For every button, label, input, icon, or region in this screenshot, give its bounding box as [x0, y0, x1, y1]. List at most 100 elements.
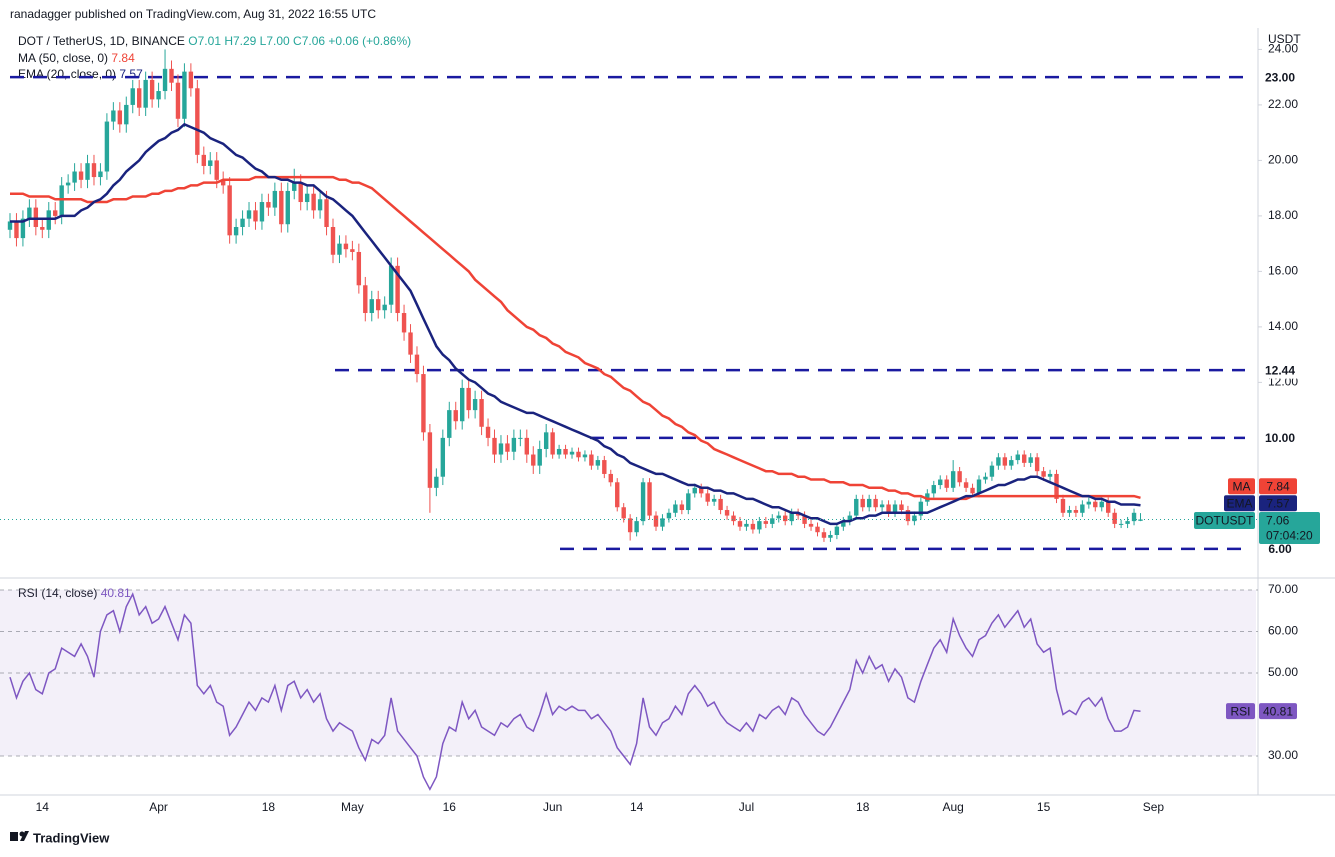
candle-body [350, 249, 355, 252]
candle-body [324, 199, 329, 228]
candle-body [744, 523, 749, 527]
ema-tag: EMA [1226, 496, 1252, 510]
candle-body [246, 210, 252, 219]
x-tick-label: Sep [1143, 800, 1165, 814]
candle-body [401, 313, 407, 333]
rsi-name: RSI (14, close) [18, 586, 97, 600]
ema-legend: EMA (20, close, 0) 7.57 [18, 67, 143, 81]
candle-body [718, 498, 723, 511]
candle-body [259, 202, 265, 222]
candle-body [660, 518, 665, 527]
x-tick-label: Jul [739, 800, 754, 814]
candle-body [582, 454, 588, 458]
brand-logo: TradingView [10, 830, 110, 845]
x-tick-label: Jun [543, 800, 562, 814]
candle-body [569, 451, 575, 455]
candle-body [1060, 498, 1066, 513]
candle-body [783, 515, 788, 522]
ema-name: EMA (20, close, 0) [18, 67, 116, 81]
candle-body [343, 243, 349, 250]
x-tick-label: 14 [630, 800, 644, 814]
ohlc: O7.01 H7.29 L7.00 C7.06 [188, 34, 325, 48]
candle-body [886, 504, 891, 513]
candle-body [699, 487, 704, 494]
candle-body [563, 448, 568, 455]
candle-body [337, 243, 342, 255]
candle-body [472, 399, 478, 411]
candle-body [421, 374, 426, 433]
axis-unit: USDT [1268, 32, 1301, 46]
candle-body [724, 510, 730, 516]
candle-body [918, 501, 924, 516]
candle-body [395, 265, 400, 314]
rsi-tag-box [1226, 703, 1255, 720]
candle-body [950, 471, 956, 488]
candle-body [873, 498, 878, 508]
candle-body [208, 160, 213, 166]
candle-body [175, 82, 181, 119]
y-tick-label: 50.00 [1268, 665, 1298, 679]
candle-body [214, 160, 219, 180]
candle-body [770, 518, 775, 524]
candle-body [1131, 512, 1137, 522]
candle-body [130, 88, 135, 105]
candle-body [556, 448, 562, 455]
candle-body [821, 532, 827, 538]
ma-tag: MA [1233, 479, 1251, 493]
candle-body [388, 265, 394, 305]
candle-body [1112, 512, 1117, 524]
candle-body [33, 207, 39, 228]
candle-body [124, 104, 129, 125]
candle-body [866, 498, 872, 508]
y-tick-label: 30.00 [1268, 748, 1298, 762]
candle-body [621, 507, 626, 519]
candle-body [757, 521, 762, 530]
ema-axis-value-box [1259, 495, 1297, 512]
candle-body [815, 526, 820, 533]
candle-body [925, 493, 930, 502]
price-value: 7.06 [1266, 514, 1290, 528]
brand: TradingView [33, 830, 110, 845]
candle-body [841, 521, 846, 527]
candle-body [653, 515, 659, 527]
candle-body [408, 332, 413, 355]
candle-body [1067, 510, 1072, 513]
candle-body [272, 190, 278, 208]
level-label-box [1260, 68, 1300, 86]
x-tick-label: 18 [856, 800, 870, 814]
candle-body [1086, 501, 1092, 505]
ema-axis-value: 7.57 [1266, 496, 1290, 510]
candle-body [608, 473, 613, 483]
y-tick-label: 16.00 [1268, 264, 1298, 278]
candle-body [266, 202, 271, 208]
candle-body [376, 299, 381, 311]
candle-body [453, 410, 458, 422]
candle-body [983, 476, 988, 480]
candle-body [298, 182, 303, 203]
candle-body [85, 163, 90, 180]
candle-body [524, 437, 529, 455]
candle-body [279, 190, 284, 225]
ma-axis-value-box [1259, 478, 1297, 495]
candle-body [447, 410, 452, 438]
candle-body [511, 437, 517, 452]
candle-body [59, 185, 64, 216]
candle-body [550, 432, 555, 455]
y-tick-label: 14.00 [1268, 319, 1298, 333]
candle-body [382, 304, 387, 311]
candle-body [834, 526, 840, 535]
candle-body [640, 482, 646, 522]
candle-body [65, 182, 71, 186]
countdown: 07:04:20 [1266, 529, 1313, 543]
x-tick-label: 14 [36, 800, 50, 814]
candle-body [686, 493, 691, 511]
y-tick-label: 20.00 [1268, 153, 1298, 167]
candle-body [434, 476, 439, 488]
candle-body [1138, 519, 1143, 521]
candle-body [285, 190, 290, 225]
candle-body [169, 68, 174, 83]
symbol: DOT / TetherUS, 1D, BINANCE [18, 34, 185, 48]
candle-body [53, 210, 58, 216]
publisher: ranadagger published on TradingView.com,… [10, 7, 376, 21]
